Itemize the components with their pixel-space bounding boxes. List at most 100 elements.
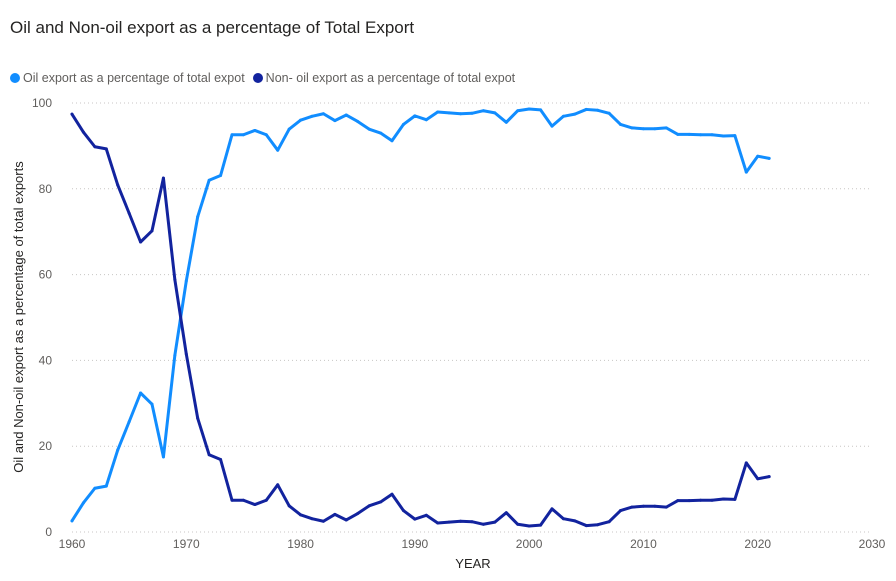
- data-point-non-oil[interactable]: [561, 517, 565, 521]
- data-point-non-oil[interactable]: [527, 524, 531, 528]
- data-point-oil[interactable]: [184, 279, 188, 283]
- data-point-oil[interactable]: [379, 131, 383, 135]
- data-point-non-oil[interactable]: [550, 507, 554, 511]
- data-point-non-oil[interactable]: [207, 453, 211, 457]
- data-point-oil[interactable]: [116, 448, 120, 452]
- data-point-non-oil[interactable]: [253, 503, 257, 507]
- data-point-non-oil[interactable]: [596, 523, 600, 527]
- data-point-non-oil[interactable]: [299, 513, 303, 517]
- data-point-non-oil[interactable]: [401, 509, 405, 513]
- series-line-non-oil[interactable]: [70, 112, 771, 528]
- data-point-oil[interactable]: [287, 127, 291, 131]
- data-point-oil[interactable]: [481, 109, 485, 113]
- series-line-oil[interactable]: [70, 107, 771, 523]
- data-point-non-oil[interactable]: [321, 519, 325, 523]
- data-point-non-oil[interactable]: [573, 519, 577, 523]
- data-point-non-oil[interactable]: [470, 520, 474, 524]
- data-point-non-oil[interactable]: [173, 278, 177, 282]
- data-point-non-oil[interactable]: [744, 461, 748, 465]
- data-point-oil[interactable]: [161, 455, 165, 459]
- data-point-non-oil[interactable]: [230, 498, 234, 502]
- data-point-non-oil[interactable]: [241, 498, 245, 502]
- data-point-oil[interactable]: [744, 170, 748, 174]
- data-point-oil[interactable]: [539, 108, 543, 112]
- data-point-non-oil[interactable]: [710, 498, 714, 502]
- data-point-oil[interactable]: [241, 133, 245, 137]
- data-point-oil[interactable]: [584, 107, 588, 111]
- data-point-oil[interactable]: [641, 127, 645, 131]
- data-point-oil[interactable]: [424, 118, 428, 122]
- data-point-oil[interactable]: [104, 484, 108, 488]
- data-point-non-oil[interactable]: [447, 520, 451, 524]
- data-point-non-oil[interactable]: [264, 498, 268, 502]
- data-point-oil[interactable]: [413, 114, 417, 118]
- data-point-non-oil[interactable]: [413, 517, 417, 521]
- data-point-oil[interactable]: [173, 353, 177, 357]
- data-point-oil[interactable]: [630, 126, 634, 130]
- data-point-oil[interactable]: [447, 111, 451, 115]
- data-point-oil[interactable]: [253, 128, 257, 132]
- data-point-oil[interactable]: [721, 134, 725, 138]
- data-point-non-oil[interactable]: [127, 211, 131, 215]
- data-point-non-oil[interactable]: [584, 524, 588, 528]
- data-point-oil[interactable]: [93, 486, 97, 490]
- data-point-non-oil[interactable]: [504, 511, 508, 515]
- data-point-non-oil[interactable]: [287, 504, 291, 508]
- data-point-oil[interactable]: [299, 118, 303, 122]
- data-point-oil[interactable]: [653, 127, 657, 131]
- legend-item-non-oil[interactable]: Non- oil export as a percentage of total…: [252, 71, 515, 85]
- data-point-oil[interactable]: [607, 111, 611, 115]
- data-point-oil[interactable]: [676, 132, 680, 136]
- data-point-non-oil[interactable]: [161, 176, 165, 180]
- data-point-non-oil[interactable]: [93, 145, 97, 149]
- data-point-non-oil[interactable]: [116, 183, 120, 187]
- data-point-oil[interactable]: [139, 391, 143, 395]
- data-point-oil[interactable]: [527, 107, 531, 111]
- data-point-oil[interactable]: [699, 133, 703, 137]
- data-point-oil[interactable]: [276, 148, 280, 152]
- data-point-oil[interactable]: [596, 108, 600, 112]
- data-point-oil[interactable]: [561, 114, 565, 118]
- data-point-oil[interactable]: [436, 110, 440, 114]
- data-point-oil[interactable]: [619, 122, 623, 126]
- data-point-oil[interactable]: [687, 132, 691, 136]
- data-point-oil[interactable]: [516, 109, 520, 113]
- data-point-oil[interactable]: [459, 112, 463, 116]
- data-point-non-oil[interactable]: [607, 520, 611, 524]
- data-point-non-oil[interactable]: [150, 229, 154, 233]
- data-point-oil[interactable]: [196, 215, 200, 219]
- data-point-oil[interactable]: [401, 122, 405, 126]
- data-point-non-oil[interactable]: [367, 504, 371, 508]
- data-point-oil[interactable]: [81, 501, 85, 505]
- data-point-oil[interactable]: [344, 113, 348, 117]
- data-point-oil[interactable]: [207, 178, 211, 182]
- data-point-oil[interactable]: [493, 111, 497, 115]
- legend-item-oil[interactable]: Oil export as a percentage of total expo…: [10, 71, 245, 85]
- data-point-non-oil[interactable]: [481, 522, 485, 526]
- data-point-oil[interactable]: [710, 133, 714, 137]
- data-point-non-oil[interactable]: [676, 499, 680, 503]
- data-point-oil[interactable]: [733, 134, 737, 138]
- data-point-non-oil[interactable]: [390, 492, 394, 496]
- data-point-oil[interactable]: [356, 119, 360, 123]
- data-point-non-oil[interactable]: [664, 505, 668, 509]
- data-point-non-oil[interactable]: [767, 475, 771, 479]
- data-point-non-oil[interactable]: [699, 498, 703, 502]
- data-point-non-oil[interactable]: [196, 416, 200, 420]
- data-point-oil[interactable]: [573, 112, 577, 116]
- data-point-oil[interactable]: [470, 111, 474, 115]
- data-point-non-oil[interactable]: [344, 518, 348, 522]
- data-point-oil[interactable]: [504, 120, 508, 124]
- data-point-oil[interactable]: [310, 114, 314, 118]
- data-point-non-oil[interactable]: [379, 500, 383, 504]
- data-point-non-oil[interactable]: [356, 512, 360, 516]
- data-point-non-oil[interactable]: [310, 517, 314, 521]
- data-point-non-oil[interactable]: [139, 240, 143, 244]
- data-point-oil[interactable]: [321, 112, 325, 116]
- data-point-non-oil[interactable]: [70, 112, 74, 116]
- data-point-oil[interactable]: [70, 519, 74, 523]
- data-point-non-oil[interactable]: [619, 509, 623, 513]
- data-point-oil[interactable]: [767, 156, 771, 160]
- data-point-oil[interactable]: [367, 127, 371, 131]
- data-point-non-oil[interactable]: [424, 513, 428, 517]
